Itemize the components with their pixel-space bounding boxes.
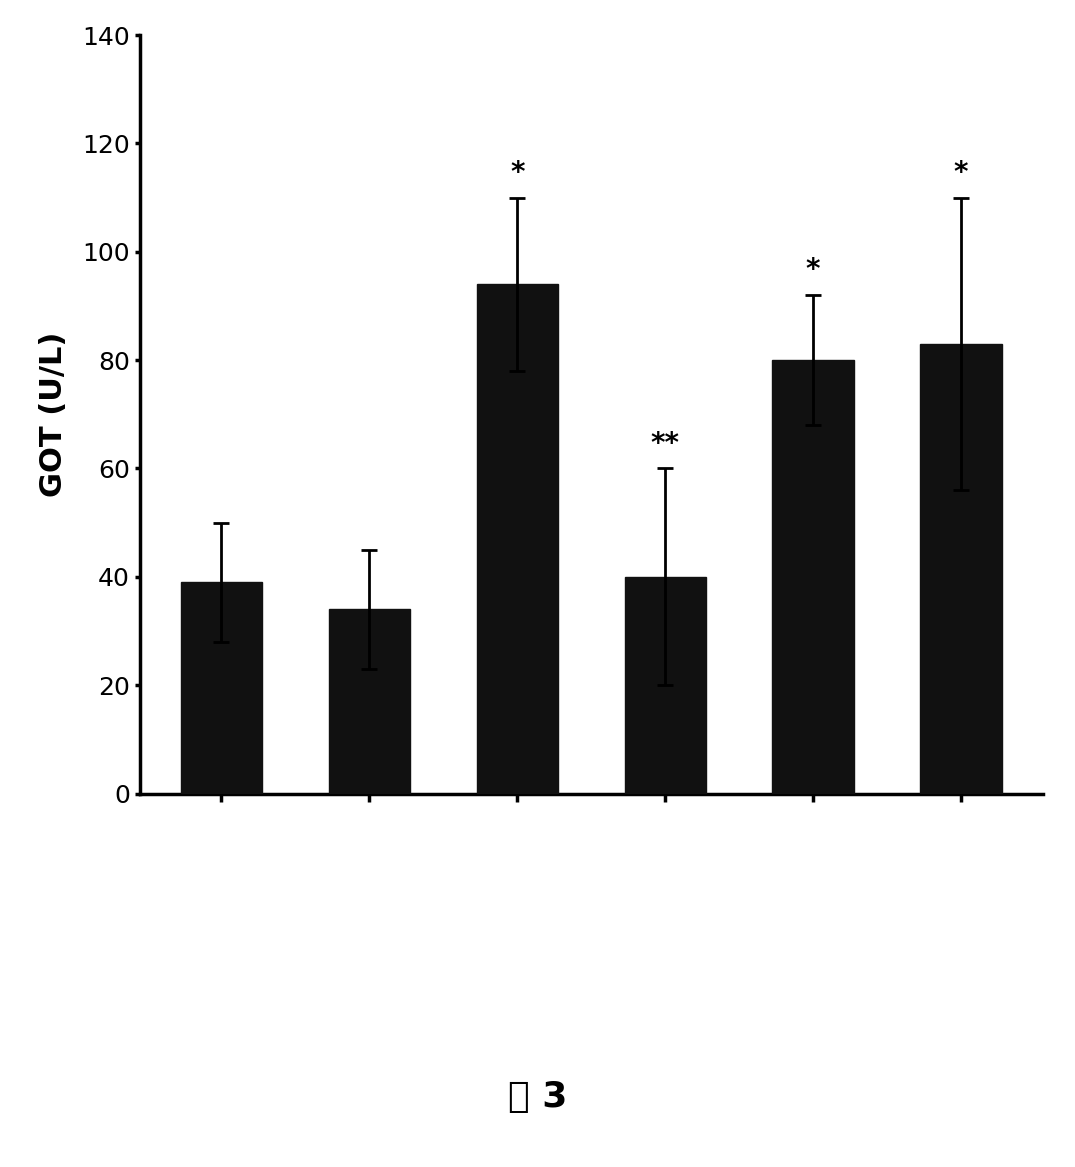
- Text: **: **: [650, 429, 679, 457]
- Y-axis label: GOT (U/L): GOT (U/L): [40, 331, 69, 497]
- Bar: [476, 285, 558, 794]
- Text: *: *: [510, 159, 525, 187]
- Bar: [181, 582, 262, 794]
- Bar: [920, 344, 1002, 794]
- Bar: [773, 361, 854, 794]
- Bar: [329, 609, 410, 794]
- Text: *: *: [806, 257, 820, 285]
- Bar: [625, 576, 706, 794]
- Text: *: *: [954, 159, 969, 187]
- Text: 图 3: 图 3: [507, 1079, 568, 1114]
